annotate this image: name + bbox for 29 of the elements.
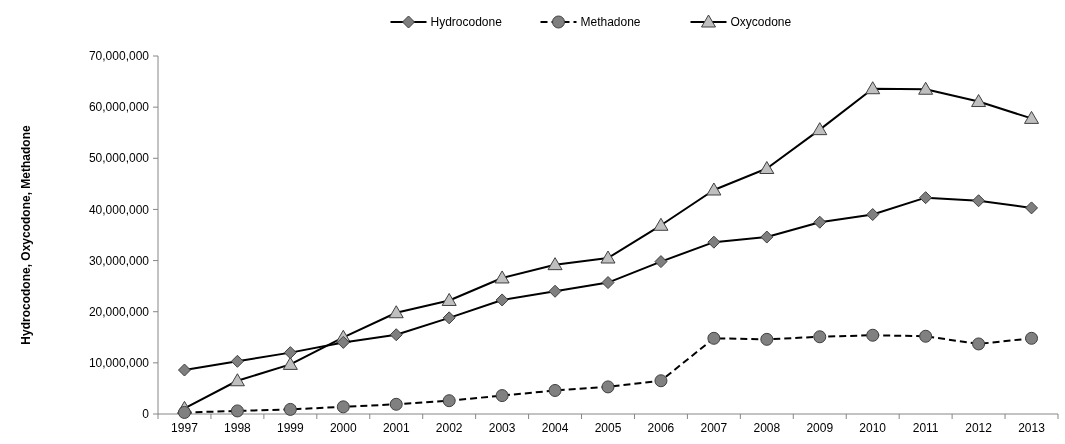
y-tick-label: 20,000,000 [88, 304, 150, 319]
y-tick-label: 60,000,000 [88, 100, 150, 115]
x-tick-label: 2008 [753, 421, 781, 435]
y-tick-label: 30,000,000 [88, 253, 150, 268]
y-tick-label: 10,000,000 [88, 356, 150, 371]
x-tick-label: 2004 [541, 421, 569, 435]
x-tick-label: 2010 [859, 421, 887, 435]
y-tick-label: 70,000,000 [88, 49, 150, 64]
x-tick-label: 2002 [435, 421, 463, 435]
x-tick-label: 2005 [594, 421, 622, 435]
x-tick-label: 2007 [700, 421, 728, 435]
legend-label: Oxycodone [730, 15, 792, 30]
x-tick-label: 1998 [224, 421, 252, 435]
x-tick-label: 2006 [647, 421, 675, 435]
x-tick-label: 2003 [488, 421, 516, 435]
x-tick-label: 1999 [277, 421, 305, 435]
x-tick-label: 2011 [912, 421, 939, 435]
legend-label: Hydrocodone [430, 15, 503, 30]
y-tick-label: 40,000,000 [88, 202, 150, 217]
x-tick-label: 2013 [1018, 421, 1046, 435]
y-tick-label: 50,000,000 [88, 151, 150, 166]
x-tick-label: 2009 [806, 421, 834, 435]
y-axis-title: Hydrocodone, Oxycodone, Methadone [19, 125, 33, 345]
x-tick-label: 2000 [329, 421, 357, 435]
y-tick-label: 0 [142, 407, 150, 422]
legend-label: Methadone [580, 15, 641, 30]
x-tick-label: 1997 [171, 421, 199, 435]
x-tick-label: 2001 [382, 421, 410, 435]
x-tick-label: 2012 [965, 421, 993, 435]
